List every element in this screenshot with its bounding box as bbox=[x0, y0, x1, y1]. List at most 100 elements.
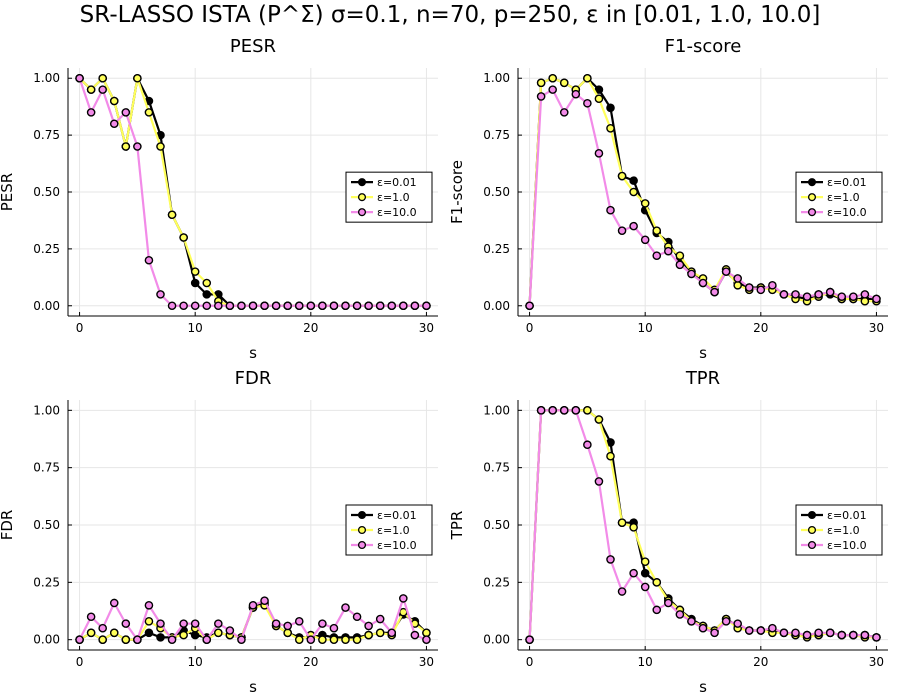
data-point bbox=[271, 301, 281, 311]
data-point bbox=[144, 255, 154, 265]
data-point bbox=[329, 635, 339, 644]
x-axis-label: s bbox=[699, 344, 707, 362]
data-point bbox=[271, 619, 281, 628]
series-eps-10-0 bbox=[75, 73, 431, 311]
data-point bbox=[202, 635, 212, 644]
data-point bbox=[283, 628, 292, 638]
data-point bbox=[248, 301, 258, 311]
y-tick-label: 0.75 bbox=[33, 461, 60, 475]
data-point bbox=[733, 274, 742, 283]
data-point bbox=[179, 233, 188, 242]
data-point bbox=[733, 619, 742, 628]
x-tick-label: 30 bbox=[869, 321, 884, 335]
data-point bbox=[744, 626, 754, 635]
data-point bbox=[133, 142, 142, 151]
data-point bbox=[548, 73, 557, 83]
legend-item: ε=1.0 bbox=[351, 524, 410, 537]
data-point bbox=[571, 406, 581, 415]
data-point bbox=[860, 296, 870, 306]
data-point bbox=[536, 92, 546, 101]
data-point bbox=[329, 623, 339, 633]
data-point bbox=[364, 301, 373, 311]
x-tick-label: 10 bbox=[188, 321, 203, 335]
legend: ε=0.01 ε=1.0 ε=10.0 bbox=[795, 171, 883, 223]
legend-label: ε=10.0 bbox=[827, 206, 867, 219]
data-point bbox=[375, 614, 385, 624]
data-point bbox=[652, 578, 662, 587]
series-eps-10-0 bbox=[525, 85, 881, 311]
panel-title: F1-score bbox=[665, 36, 742, 57]
data-point bbox=[606, 123, 615, 133]
data-point bbox=[399, 594, 408, 603]
data-point bbox=[133, 635, 142, 644]
x-axis-label: s bbox=[699, 678, 707, 696]
data-point bbox=[121, 108, 131, 117]
data-point bbox=[779, 628, 789, 638]
legend-label: ε=0.01 bbox=[377, 509, 417, 522]
data-point bbox=[248, 600, 258, 610]
data-point bbox=[190, 630, 200, 640]
legend-item: ε=0.01 bbox=[801, 176, 867, 189]
panel-title: PESR bbox=[230, 36, 276, 57]
data-point bbox=[422, 628, 431, 638]
data-point bbox=[167, 301, 177, 311]
data-point bbox=[536, 78, 546, 88]
data-point bbox=[756, 626, 766, 635]
data-point bbox=[629, 568, 638, 578]
legend-label: ε=1.0 bbox=[377, 191, 410, 204]
data-point bbox=[675, 251, 685, 261]
data-point bbox=[294, 301, 304, 311]
data-point bbox=[364, 621, 373, 631]
legend-swatch-marker bbox=[807, 525, 817, 535]
data-point bbox=[802, 292, 812, 301]
data-point bbox=[710, 628, 719, 638]
data-point bbox=[190, 267, 200, 276]
x-axis-label: s bbox=[249, 678, 257, 696]
x-tick-label: 30 bbox=[419, 655, 434, 669]
data-point bbox=[144, 108, 154, 117]
series-eps-10-0 bbox=[525, 406, 881, 644]
data-point bbox=[606, 555, 615, 564]
data-point bbox=[825, 287, 835, 297]
legend-label: ε=10.0 bbox=[377, 539, 417, 552]
legend: ε=0.01 ε=1.0 ε=10.0 bbox=[345, 171, 433, 223]
y-axis-label: PESR bbox=[0, 173, 16, 211]
data-point bbox=[548, 406, 557, 415]
data-point bbox=[768, 623, 777, 633]
data-point bbox=[98, 85, 107, 94]
data-point bbox=[202, 278, 212, 288]
data-point bbox=[318, 619, 327, 628]
x-tick-label: 0 bbox=[526, 321, 534, 335]
legend-swatch-marker bbox=[357, 208, 367, 217]
data-point bbox=[860, 630, 870, 640]
data-point bbox=[583, 406, 592, 415]
legend-item: ε=1.0 bbox=[801, 191, 860, 204]
data-point bbox=[214, 301, 223, 311]
data-point bbox=[364, 630, 373, 640]
legend-swatch-marker bbox=[357, 178, 367, 187]
data-point bbox=[594, 415, 604, 424]
data-point bbox=[872, 633, 881, 642]
x-tick-label: 10 bbox=[188, 655, 203, 669]
data-point bbox=[109, 119, 119, 129]
legend-label: ε=1.0 bbox=[377, 524, 410, 537]
data-point bbox=[814, 628, 823, 638]
data-point bbox=[86, 108, 96, 117]
y-tick-label: 0.00 bbox=[483, 633, 510, 647]
legend-label: ε=0.01 bbox=[827, 176, 867, 189]
data-point bbox=[341, 603, 350, 612]
data-point bbox=[341, 301, 350, 311]
data-point bbox=[525, 301, 534, 311]
data-point bbox=[237, 301, 246, 311]
data-point bbox=[837, 292, 847, 301]
data-point bbox=[756, 285, 766, 295]
data-point bbox=[318, 301, 327, 311]
data-point bbox=[144, 600, 154, 610]
data-point bbox=[75, 73, 84, 83]
data-point bbox=[675, 610, 685, 619]
data-point bbox=[306, 635, 316, 644]
data-point bbox=[98, 623, 107, 633]
data-point bbox=[721, 267, 731, 276]
y-tick-label: 0.50 bbox=[33, 185, 60, 199]
